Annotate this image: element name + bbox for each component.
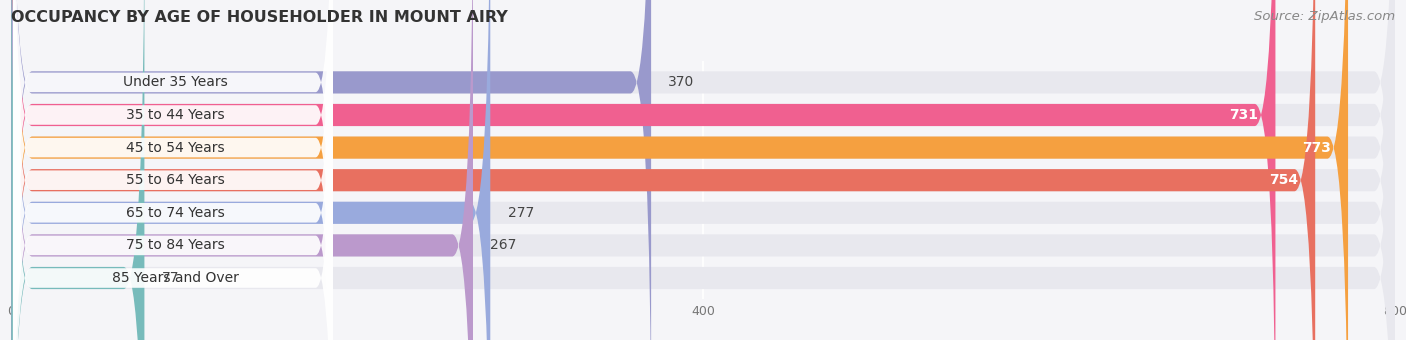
FancyBboxPatch shape <box>11 0 1395 340</box>
FancyBboxPatch shape <box>13 0 333 340</box>
FancyBboxPatch shape <box>11 0 1275 340</box>
FancyBboxPatch shape <box>13 0 333 340</box>
Text: 754: 754 <box>1268 173 1298 187</box>
Text: Under 35 Years: Under 35 Years <box>124 75 228 89</box>
Text: 35 to 44 Years: 35 to 44 Years <box>127 108 225 122</box>
FancyBboxPatch shape <box>11 0 472 340</box>
FancyBboxPatch shape <box>13 0 333 340</box>
Text: 55 to 64 Years: 55 to 64 Years <box>127 173 225 187</box>
Text: 773: 773 <box>1302 141 1330 155</box>
FancyBboxPatch shape <box>11 0 145 340</box>
FancyBboxPatch shape <box>13 0 333 340</box>
FancyBboxPatch shape <box>11 0 1395 340</box>
FancyBboxPatch shape <box>11 0 1315 340</box>
Text: Source: ZipAtlas.com: Source: ZipAtlas.com <box>1254 10 1395 23</box>
Text: 267: 267 <box>491 238 516 252</box>
FancyBboxPatch shape <box>13 0 333 340</box>
FancyBboxPatch shape <box>13 0 333 340</box>
Text: 277: 277 <box>508 206 534 220</box>
Text: 77: 77 <box>162 271 179 285</box>
FancyBboxPatch shape <box>11 0 1395 340</box>
FancyBboxPatch shape <box>11 0 1395 340</box>
Text: 731: 731 <box>1229 108 1258 122</box>
Text: 370: 370 <box>668 75 695 89</box>
Text: OCCUPANCY BY AGE OF HOUSEHOLDER IN MOUNT AIRY: OCCUPANCY BY AGE OF HOUSEHOLDER IN MOUNT… <box>11 10 508 25</box>
Text: 85 Years and Over: 85 Years and Over <box>112 271 239 285</box>
Text: 65 to 74 Years: 65 to 74 Years <box>127 206 225 220</box>
FancyBboxPatch shape <box>11 0 1395 340</box>
FancyBboxPatch shape <box>11 0 651 340</box>
FancyBboxPatch shape <box>13 0 333 340</box>
FancyBboxPatch shape <box>11 0 1348 340</box>
FancyBboxPatch shape <box>11 0 1395 340</box>
FancyBboxPatch shape <box>11 0 1395 340</box>
Text: 75 to 84 Years: 75 to 84 Years <box>127 238 225 252</box>
FancyBboxPatch shape <box>11 0 491 340</box>
Text: 45 to 54 Years: 45 to 54 Years <box>127 141 225 155</box>
